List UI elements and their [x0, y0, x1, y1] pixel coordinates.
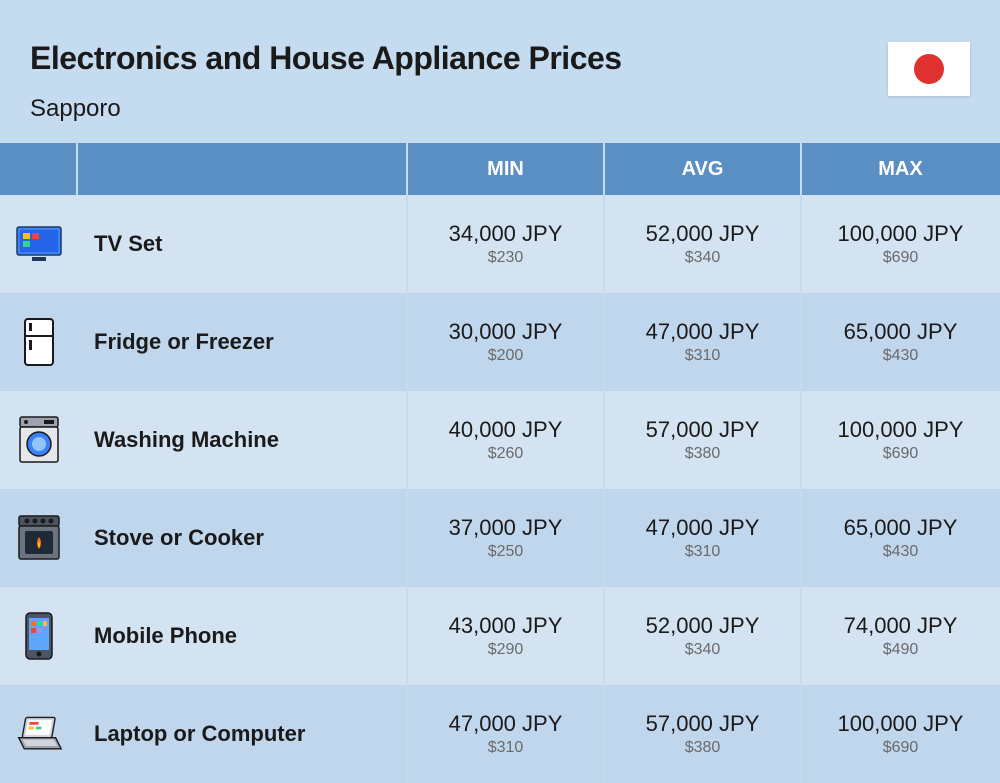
table-row: Laptop or Computer 47,000 JPY $310 57,000 J…: [0, 685, 1000, 783]
price-avg: 47,000 JPY $310: [605, 489, 802, 587]
washer-icon: [0, 391, 78, 489]
price-table: MIN AVG MAX TV Set 34,000 JPY $230 52,000 J…: [0, 143, 1000, 783]
price-jpy: 52,000 JPY: [646, 221, 760, 247]
table-row: TV Set 34,000 JPY $230 52,000 JPY $340 100,00…: [0, 195, 1000, 293]
price-usd: $340: [685, 641, 721, 659]
price-usd: $310: [685, 543, 721, 561]
price-avg: 52,000 JPY $340: [605, 195, 802, 293]
price-jpy: 30,000 JPY: [449, 319, 563, 345]
fridge-icon: [0, 293, 78, 391]
price-usd: $690: [883, 739, 919, 757]
price-min: 30,000 JPY $200: [408, 293, 605, 391]
header-avg: AVG: [605, 143, 802, 195]
price-jpy: 65,000 JPY: [844, 319, 958, 345]
header-icon-col: [0, 143, 78, 195]
price-jpy: 37,000 JPY: [449, 515, 563, 541]
header: Electronics and House Appliance Prices S…: [0, 0, 1000, 143]
price-usd: $260: [488, 445, 524, 463]
price-min: 37,000 JPY $250: [408, 489, 605, 587]
price-usd: $230: [488, 249, 524, 267]
header-min: MIN: [408, 143, 605, 195]
price-max: 65,000 JPY $430: [802, 489, 999, 587]
item-name: Washing Machine: [78, 391, 408, 489]
price-jpy: 57,000 JPY: [646, 711, 760, 737]
price-jpy: 47,000 JPY: [646, 319, 760, 345]
price-usd: $430: [883, 347, 919, 365]
item-name: Stove or Cooker: [78, 489, 408, 587]
table-body: TV Set 34,000 JPY $230 52,000 JPY $340 100,00…: [0, 195, 1000, 783]
item-name: Fridge or Freezer: [78, 293, 408, 391]
price-min: 43,000 JPY $290: [408, 587, 605, 685]
price-avg: 52,000 JPY $340: [605, 587, 802, 685]
table-header: MIN AVG MAX: [0, 143, 1000, 195]
price-usd: $690: [883, 249, 919, 267]
price-usd: $340: [685, 249, 721, 267]
price-jpy: 74,000 JPY: [844, 613, 958, 639]
price-max: 100,000 JPY $690: [802, 685, 999, 783]
price-usd: $380: [685, 739, 721, 757]
price-usd: $310: [488, 739, 524, 757]
table-row: Washing Machine 40,000 JPY $260 57,000 JPY $…: [0, 391, 1000, 489]
price-min: 40,000 JPY $260: [408, 391, 605, 489]
price-usd: $200: [488, 347, 524, 365]
price-usd: $310: [685, 347, 721, 365]
price-jpy: 65,000 JPY: [844, 515, 958, 541]
price-usd: $250: [488, 543, 524, 561]
price-avg: 47,000 JPY $310: [605, 293, 802, 391]
price-avg: 57,000 JPY $380: [605, 685, 802, 783]
stove-icon: [0, 489, 78, 587]
price-jpy: 47,000 JPY: [646, 515, 760, 541]
table-row: Fridge or Freezer 30,000 JPY $200 47,000 JP…: [0, 293, 1000, 391]
price-jpy: 100,000 JPY: [838, 711, 964, 737]
price-usd: $430: [883, 543, 919, 561]
flag-circle: [914, 54, 944, 84]
page-subtitle: Sapporo: [30, 95, 970, 123]
phone-icon: [0, 587, 78, 685]
tv-icon: [0, 195, 78, 293]
price-max: 100,000 JPY $690: [802, 195, 999, 293]
price-max: 65,000 JPY $430: [802, 293, 999, 391]
price-jpy: 57,000 JPY: [646, 417, 760, 443]
price-usd: $490: [883, 641, 919, 659]
price-jpy: 43,000 JPY: [449, 613, 563, 639]
price-usd: $290: [488, 641, 524, 659]
price-jpy: 40,000 JPY: [449, 417, 563, 443]
price-max: 74,000 JPY $490: [802, 587, 999, 685]
price-min: 47,000 JPY $310: [408, 685, 605, 783]
price-avg: 57,000 JPY $380: [605, 391, 802, 489]
japan-flag-icon: [888, 42, 970, 96]
table-row: Stove or Cooker 37,000 JPY $250 47,000 JPY $…: [0, 489, 1000, 587]
header-max: MAX: [802, 143, 999, 195]
item-name: Laptop or Computer: [78, 685, 408, 783]
page-title: Electronics and House Appliance Prices: [30, 40, 970, 77]
price-jpy: 100,000 JPY: [838, 417, 964, 443]
item-name: TV Set: [78, 195, 408, 293]
price-min: 34,000 JPY $230: [408, 195, 605, 293]
price-usd: $380: [685, 445, 721, 463]
header-name-col: [78, 143, 408, 195]
laptop-icon: [0, 685, 78, 783]
price-usd: $690: [883, 445, 919, 463]
price-jpy: 34,000 JPY: [449, 221, 563, 247]
price-jpy: 100,000 JPY: [838, 221, 964, 247]
item-name: Mobile Phone: [78, 587, 408, 685]
price-max: 100,000 JPY $690: [802, 391, 999, 489]
table-row: Mobile Phone 43,000 JPY $290 52,000 JPY $340…: [0, 587, 1000, 685]
price-jpy: 52,000 JPY: [646, 613, 760, 639]
price-jpy: 47,000 JPY: [449, 711, 563, 737]
